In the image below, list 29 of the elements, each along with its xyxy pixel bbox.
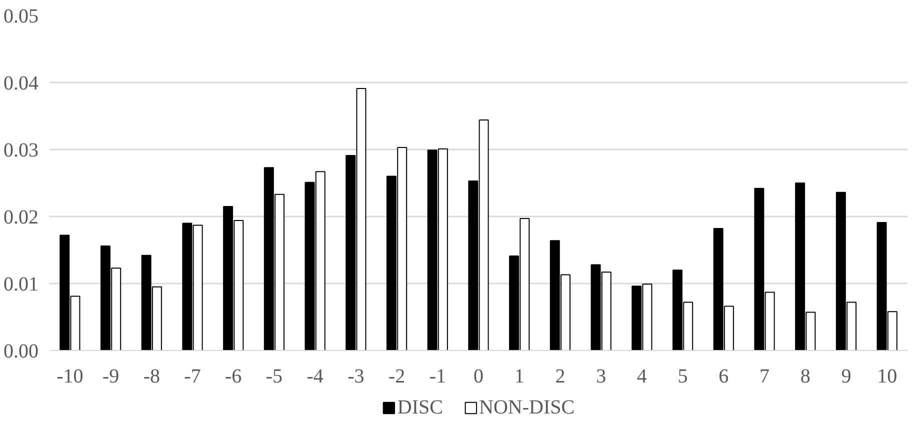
x-tick-label: 5	[678, 366, 688, 388]
y-tick-label: 0.02	[4, 206, 38, 228]
x-tick-label: -8	[143, 366, 160, 388]
legend-label: NON-DISC	[479, 396, 575, 419]
x-tick-label: -3	[348, 366, 364, 388]
x-tick-label: 8	[800, 366, 810, 388]
x-tick-label: 0	[474, 366, 484, 388]
x-tick-label: -1	[429, 366, 446, 388]
y-tick-label: 0.05	[4, 6, 38, 28]
x-tick-label: 1	[514, 366, 524, 388]
x-tick-label: -4	[306, 366, 324, 388]
x-tick-label: -2	[388, 366, 406, 388]
x-tick-label: -7	[184, 366, 201, 388]
y-tick-label: 0.03	[4, 140, 38, 162]
x-tick-label: -5	[266, 366, 283, 388]
y-tick-label: 0.01	[4, 274, 38, 296]
x-tick-label: 4	[636, 366, 647, 388]
legend-label: DISC	[397, 396, 444, 419]
x-tick-label: -9	[102, 366, 120, 388]
x-tick-label: 10	[877, 366, 898, 388]
x-tick-label: 7	[760, 366, 770, 388]
y-tick-label: 0.00	[4, 340, 38, 362]
x-tick-label: -6	[225, 366, 242, 388]
x-tick-label: 2	[555, 366, 566, 388]
x-tick-label: 3	[596, 366, 606, 388]
x-tick-label: 9	[841, 366, 852, 388]
x-tick-label: 6	[718, 366, 729, 388]
y-tick-label: 0.04	[4, 72, 38, 94]
x-tick-label: -10	[56, 366, 84, 388]
